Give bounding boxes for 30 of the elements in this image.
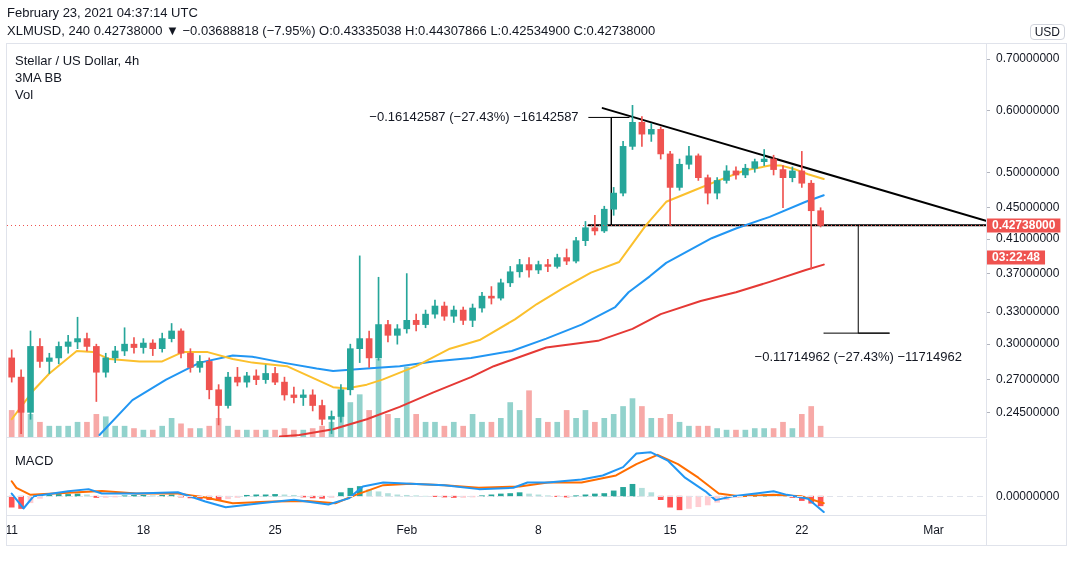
y-tick-label: 0.27000000 xyxy=(996,371,1060,386)
annotation: 3MA BB xyxy=(15,70,62,86)
y-tick-label: 0.45000000 xyxy=(996,200,1060,215)
annotation: Vol xyxy=(15,87,34,103)
y-tick-label: 0.50000000 xyxy=(996,164,1060,179)
x-tick-label: 25 xyxy=(268,522,283,537)
text: USD xyxy=(1029,24,1065,40)
x-tick-label: 18 xyxy=(136,522,151,537)
y-tick-label: 0.33000000 xyxy=(996,304,1060,319)
x-tick-label: 22 xyxy=(795,522,809,537)
x-tick-label: Feb xyxy=(396,522,418,537)
chart-title: MACD xyxy=(15,453,54,469)
ref-line-label: 0.42738000 xyxy=(992,217,1056,232)
x-tick-label: 8 xyxy=(535,522,543,537)
x-tick-label: 15 xyxy=(663,522,678,537)
text: 03:22:48 xyxy=(992,249,1041,264)
y-tick-label: 0.30000000 xyxy=(996,336,1060,351)
y-tick-label: 0.37000000 xyxy=(996,265,1060,280)
ref-line-label: 0.00000000 xyxy=(996,488,1060,503)
text: Stellar / US Dollar, 4h xyxy=(15,53,140,69)
x-tick-label: Mar xyxy=(923,522,944,537)
annotation: −0.11714962 (−27.43%) −11714962 xyxy=(754,349,962,365)
y-tick-label: 0.70000000 xyxy=(996,51,1060,66)
y-tick-label: 0.24500000 xyxy=(996,404,1060,419)
y-tick-label: 0.41000000 xyxy=(996,231,1060,246)
x-tick-label: 11 xyxy=(5,522,19,537)
annotation: −0.16142587 (−27.43%) −16142587 xyxy=(369,108,579,124)
chart-subtitle: XLMUSD, 240 0.42738000 ▼ −0.03688818 (−7.95%) O:0.43335038 H:0.44307866 L:0.42534900 C:0.42738000 xyxy=(7,23,656,39)
text: February 23, 2021 04:37:14 UTC xyxy=(7,5,198,21)
y-tick-label: 0.60000000 xyxy=(996,103,1060,118)
